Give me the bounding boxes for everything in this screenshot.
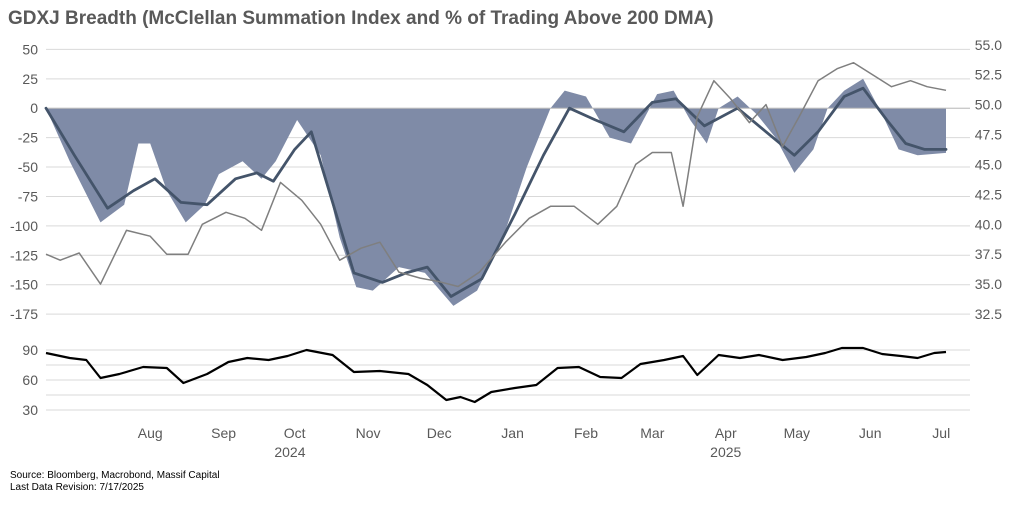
right-axis-tick-label: 50.0: [975, 97, 1002, 113]
left-axis-tick-label: 0: [30, 100, 38, 116]
x-axis-month-label: May: [784, 425, 810, 441]
left-axis-tick-label: -50: [18, 159, 38, 175]
right-axis-tick-label: 45.0: [975, 156, 1002, 172]
summation-index-line: [44, 86, 948, 298]
lower-axis-tick-label: 30: [22, 402, 38, 418]
source-note: Source: Bloomberg, Macrobond, Massif Cap…: [10, 470, 220, 481]
x-axis-month-label: Feb: [574, 425, 598, 441]
x-axis-month-label: Dec: [427, 425, 452, 441]
pct-above-200dma-line: [45, 61, 947, 288]
right-axis-tick-label: 42.5: [975, 186, 1002, 202]
left-axis-tick-label: 25: [22, 71, 38, 87]
right-axis-tick-label: 52.5: [975, 67, 1002, 83]
left-axis-tick-label: -150: [10, 277, 38, 293]
x-axis-month-label: Jul: [932, 425, 950, 441]
x-axis-year-label: 2025: [710, 444, 741, 460]
x-axis-month-label: Aug: [138, 425, 163, 441]
x-axis-month-label: Jun: [859, 425, 882, 441]
right-axis-tick-label: 37.5: [975, 246, 1002, 262]
left-axis-tick-label: -25: [18, 130, 38, 146]
lower-axis-tick-label: 60: [22, 372, 38, 388]
lower-panel-line: [45, 346, 947, 404]
summation-area: [46, 78, 946, 306]
x-axis-month-label: Sep: [211, 425, 236, 441]
left-axis-tick-label: -75: [18, 188, 38, 204]
left-axis-tick-label: 50: [22, 41, 38, 57]
left-axis-tick-label: -125: [10, 247, 38, 263]
x-axis-month-label: Nov: [356, 425, 381, 441]
x-axis-year-label: 2024: [274, 444, 305, 460]
revision-note: Last Data Revision: 7/17/2025: [10, 482, 144, 493]
left-axis-tick-label: -100: [10, 218, 38, 234]
lower-axis-tick-label: 90: [22, 342, 38, 358]
chart-title: GDXJ Breadth (McClellan Summation Index …: [8, 8, 714, 29]
right-axis-tick-label: 40.0: [975, 216, 1002, 232]
x-axis-month-label: Jan: [501, 425, 524, 441]
x-axis-month-label: Mar: [640, 425, 664, 441]
right-axis-tick-label: 35.0: [975, 276, 1002, 292]
x-axis-month-label: Apr: [715, 425, 737, 441]
x-axis-month-label: Oct: [284, 425, 306, 441]
right-axis-tick-label: 55.0: [975, 37, 1002, 53]
right-axis-tick-label: 32.5: [975, 306, 1002, 322]
right-axis-tick-label: 47.5: [975, 127, 1002, 143]
left-axis-tick-label: -175: [10, 306, 38, 322]
